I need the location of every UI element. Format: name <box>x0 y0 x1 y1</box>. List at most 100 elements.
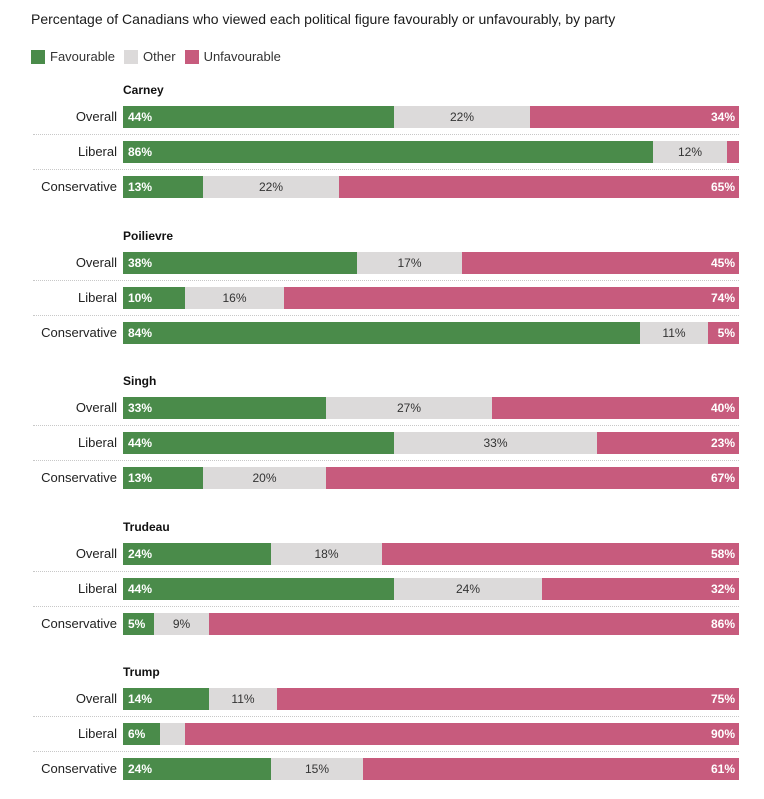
row-label: Overall <box>75 254 117 270</box>
row-label: Conservative <box>41 615 117 631</box>
row-divider <box>33 570 739 572</box>
data-label-favourable: 33% <box>128 401 153 415</box>
bar-other <box>394 106 530 128</box>
row-divider <box>33 751 739 752</box>
bar-favourable <box>123 251 357 274</box>
data-label-unfavourable: 34% <box>710 110 735 124</box>
row-divider <box>33 314 739 316</box>
bar-unfavourable <box>492 397 739 419</box>
data-label-other: 27% <box>396 401 422 415</box>
data-label-other: 16% <box>222 290 247 305</box>
bar-other <box>326 397 492 419</box>
bar-other <box>394 577 542 600</box>
row-label: Conservative <box>41 470 117 485</box>
data-label-other: 15% <box>304 762 330 776</box>
row-label: Overall <box>75 109 117 124</box>
data-label-favourable: 13% <box>128 180 153 194</box>
bar-other <box>185 286 284 309</box>
bar-unfavourable <box>284 286 739 309</box>
bar-favourable <box>123 321 640 344</box>
data-label-other: 18% <box>314 546 339 561</box>
group-title: Poilievre <box>123 228 174 243</box>
row-label: Conservative <box>41 324 117 340</box>
legend-label-other: Other <box>143 49 176 64</box>
row-label: Overall <box>75 691 117 706</box>
row-label: Overall <box>75 400 117 415</box>
data-label-favourable: 6% <box>128 727 146 741</box>
bar-unfavourable <box>708 321 739 344</box>
bar-favourable <box>123 286 185 309</box>
data-label-favourable: 5% <box>128 616 146 631</box>
bar-favourable <box>123 141 653 163</box>
bar-unfavourable <box>597 432 739 454</box>
data-label-favourable: 84% <box>128 325 153 340</box>
bar-unfavourable <box>209 612 739 635</box>
bar-favourable <box>123 467 203 489</box>
data-label-favourable: 10% <box>128 290 153 305</box>
data-label-unfavourable: 5% <box>717 325 735 340</box>
data-label-unfavourable: 90% <box>710 727 735 741</box>
data-label-favourable: 24% <box>128 762 153 776</box>
bar-other <box>640 321 708 344</box>
data-label-unfavourable: 61% <box>710 762 735 776</box>
data-label-other: 12% <box>677 145 703 159</box>
data-label-favourable: 38% <box>128 255 153 270</box>
row-label: Liberal <box>77 144 117 159</box>
data-label-favourable: 44% <box>128 436 153 450</box>
data-label-favourable: 24% <box>128 546 153 561</box>
bar-favourable <box>123 577 394 600</box>
row-label: Overall <box>75 545 117 561</box>
data-label-unfavourable: 32% <box>710 581 735 596</box>
legend-swatch-other <box>124 49 139 64</box>
data-label-other: 9% <box>172 616 191 631</box>
bar-unfavourable <box>185 723 739 745</box>
row-label: Liberal <box>77 289 117 305</box>
group-title: Trump <box>123 665 160 679</box>
legend-item-favourable: Favourable <box>31 49 115 64</box>
row-label: Liberal <box>77 726 117 741</box>
data-label-unfavourable: 45% <box>710 255 735 270</box>
group-title: Carney <box>123 83 164 97</box>
data-label-other: 17% <box>397 255 422 270</box>
data-label-other: 20% <box>252 471 277 485</box>
bar-unfavourable <box>277 688 739 710</box>
data-label-other: 11% <box>231 692 255 706</box>
bar-favourable <box>123 542 271 565</box>
data-label-unfavourable: 74% <box>710 290 735 305</box>
data-label-unfavourable: 23% <box>710 436 735 450</box>
row-divider <box>33 425 739 426</box>
bar-favourable <box>123 106 394 128</box>
bar-unfavourable <box>326 467 739 489</box>
legend: Favourable Other Unfavourable <box>31 49 290 64</box>
bar-favourable <box>123 723 160 745</box>
bar-favourable <box>123 176 203 198</box>
data-label-unfavourable: 75% <box>710 692 735 706</box>
bar-unfavourable <box>363 758 739 780</box>
data-label-favourable: 14% <box>128 692 153 706</box>
group-title: Trudeau <box>123 519 170 534</box>
bar-favourable <box>123 688 209 710</box>
bar-other <box>394 432 597 454</box>
data-label-unfavourable: 40% <box>710 401 735 415</box>
bar-favourable <box>123 432 394 454</box>
data-label-favourable: 44% <box>128 110 153 124</box>
row-divider <box>33 134 739 135</box>
row-label: Liberal <box>77 580 117 596</box>
bar-other <box>357 251 462 274</box>
data-label-other: 22% <box>449 110 475 124</box>
bar-other <box>203 467 326 489</box>
row-label: Conservative <box>41 761 117 776</box>
data-label-other: 11% <box>662 325 686 340</box>
bar-favourable <box>123 758 271 780</box>
data-label-favourable: 44% <box>128 581 153 596</box>
bar-unfavourable <box>727 141 739 163</box>
data-label-other: 24% <box>455 581 481 596</box>
legend-swatch-unfavourable <box>184 49 199 64</box>
data-label-other: 22% <box>258 180 284 194</box>
bar-unfavourable <box>462 251 739 274</box>
bar-favourable <box>123 612 154 635</box>
row-label: Conservative <box>41 179 117 194</box>
data-label-unfavourable: 65% <box>710 180 735 194</box>
legend-swatch-favourable <box>31 49 45 64</box>
legend-label-favourable: Favourable <box>50 49 116 64</box>
